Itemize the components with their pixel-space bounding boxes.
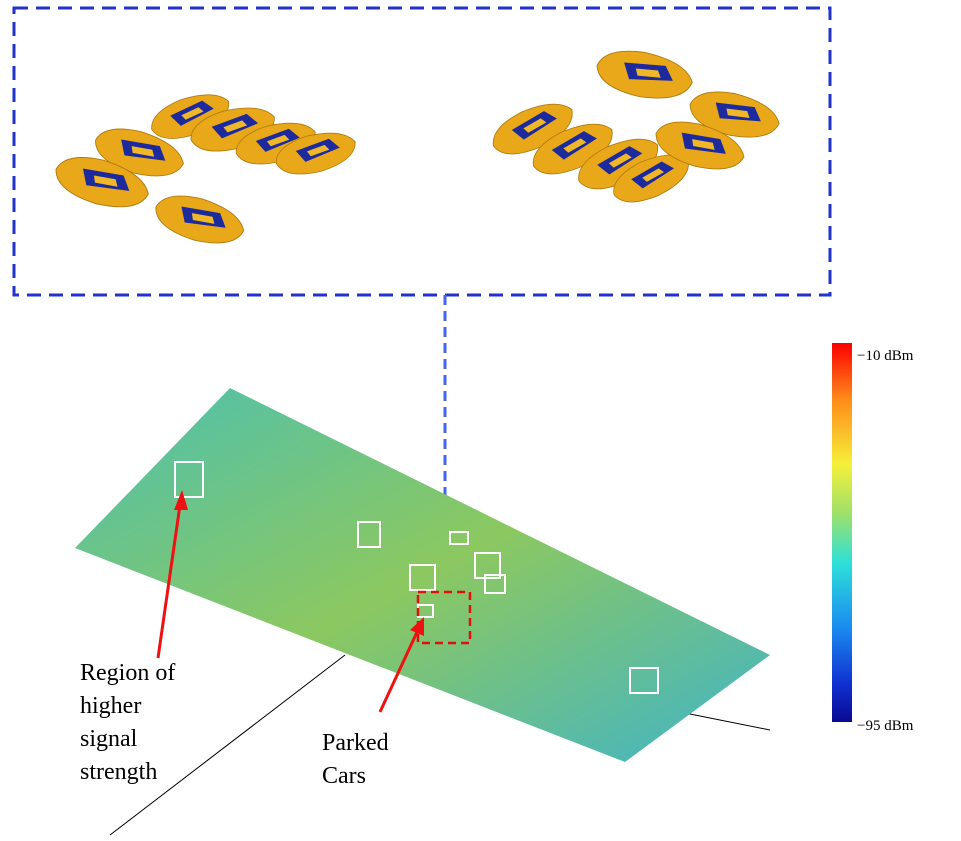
zoom-box: [12, 6, 832, 297]
colorbar-min-label: −95 dBm: [857, 718, 914, 734]
arrows: [156, 490, 424, 713]
axis-line: [679, 711, 771, 731]
colorbar-max-label: −10 dBm: [857, 348, 914, 364]
annotation: Region of higher signal strength: [80, 660, 181, 785]
colorbar: [832, 343, 852, 722]
cars: [49, 44, 784, 253]
axis-line: [109, 654, 346, 836]
cars-box: [416, 590, 472, 645]
annotation: Parked Cars: [322, 730, 395, 789]
signal-map: [75, 388, 770, 762]
